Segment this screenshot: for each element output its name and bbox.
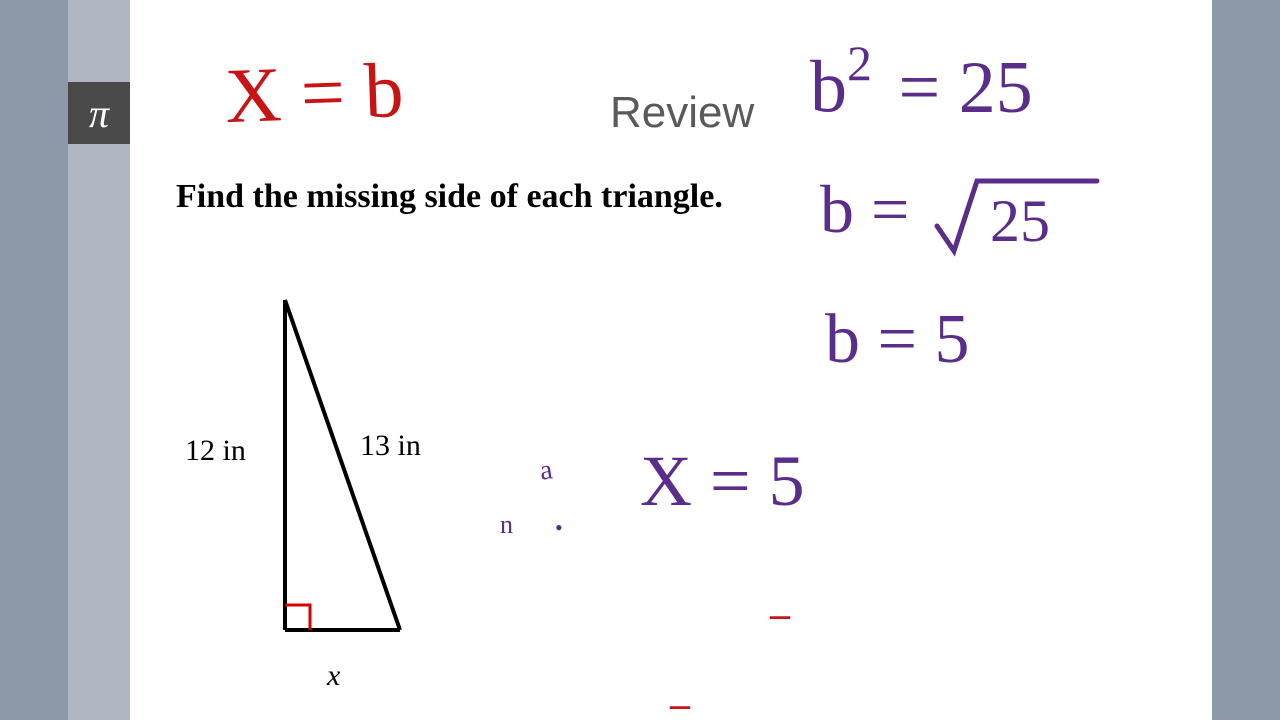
sqrt-radicand: 25 xyxy=(990,188,1050,254)
handwriting-stray-a: a xyxy=(538,454,555,487)
slide-title: Review xyxy=(610,88,754,138)
handwriting-b-eq-5: b = 5 xyxy=(825,300,969,380)
sqrt-icon: 25 xyxy=(932,171,1102,261)
handwriting-stray-dot: • xyxy=(555,515,563,541)
b-sqrt-lhs: b = xyxy=(820,171,909,247)
triangle-side-a-label: 12 in xyxy=(185,434,246,467)
handwriting-stray-n: n xyxy=(500,510,513,540)
pi-symbol: π xyxy=(89,90,109,137)
triangle-side-b-label: x xyxy=(326,659,341,692)
handwriting-x-eq-b: X = b xyxy=(223,45,404,141)
triangle-side-c-label: 13 in xyxy=(360,429,421,462)
pi-badge: π xyxy=(68,82,130,144)
handwriting-x-eq-5: X = 5 xyxy=(640,440,805,523)
triangle-figure: 12 in 13 in x xyxy=(155,280,495,710)
b2-sup: 2 xyxy=(847,35,872,91)
handwriting-red-dash-1: – xyxy=(770,590,790,637)
right-margin xyxy=(1212,0,1280,720)
left-margin-outer xyxy=(0,0,68,720)
slide-content: Review Find the missing side of each tri… xyxy=(130,0,1212,720)
handwriting-b-eq-sqrt25: b = 25 xyxy=(820,170,1102,261)
b2-rhs: = 25 xyxy=(899,47,1033,129)
handwriting-b2-eq-25: b2 = 25 xyxy=(810,40,1033,131)
problem-instruction: Find the missing side of each triangle. xyxy=(176,178,723,216)
b2-lhs: b xyxy=(810,47,847,129)
